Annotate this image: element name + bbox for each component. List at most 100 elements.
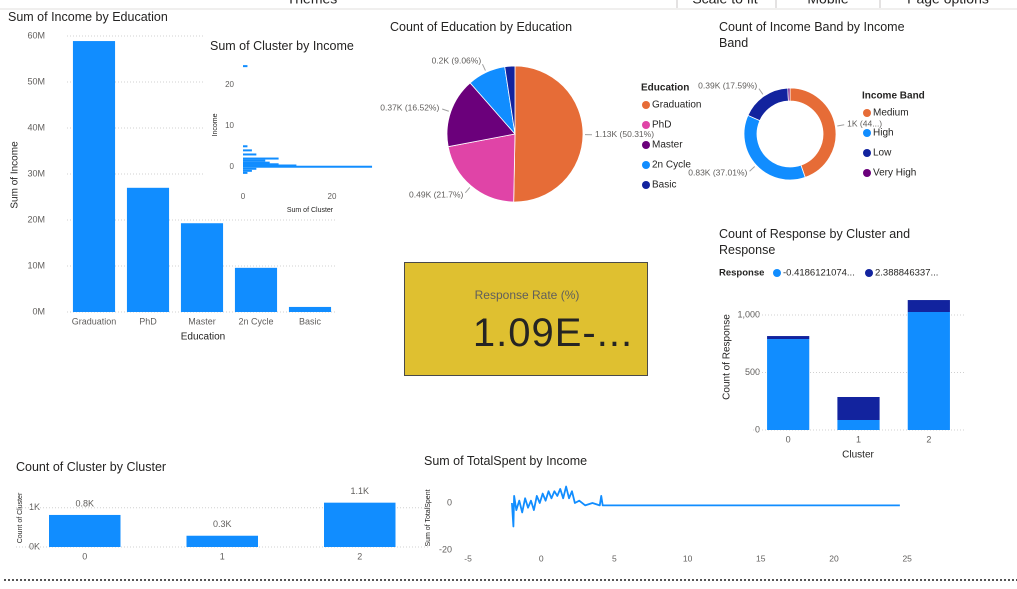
y-tick-label: 20: [225, 80, 234, 89]
y-tick-label: 60M: [27, 30, 45, 40]
x-tick-label: PhD: [139, 316, 157, 326]
x-tick-label: Basic: [299, 316, 322, 326]
legend-label: 2n Cycle: [652, 160, 691, 171]
donut-slice: [747, 87, 789, 122]
bar: [324, 502, 396, 547]
legend-label: Medium: [873, 108, 909, 119]
legend-title: Response: [719, 268, 764, 279]
bar: [243, 65, 248, 68]
y-axis-title: Income: [212, 113, 219, 136]
legend-marker: [863, 129, 871, 137]
y-axis-title: Count of Cluster: [17, 492, 24, 543]
x-tick-label: 1: [220, 551, 225, 561]
legend-marker: [642, 141, 650, 149]
y-tick-label: 40M: [27, 122, 45, 132]
pie-slice: [447, 133, 516, 203]
legend-title: Education: [641, 83, 689, 94]
data-label: 1K (44...): [847, 119, 882, 129]
x-tick-label: 0: [786, 434, 791, 444]
toolbar-item[interactable]: Page options: [907, 0, 989, 7]
y-tick-label: 0K: [29, 541, 40, 551]
legend-title: Income Band: [862, 91, 925, 102]
bar: [180, 223, 224, 312]
x-tick-label: 0: [539, 553, 544, 563]
legend-label: Graduation: [652, 100, 701, 111]
card-value: 1.09E-...: [472, 311, 634, 355]
y-tick-label: 0: [230, 162, 235, 171]
x-tick-label: 2: [357, 551, 362, 561]
leader-line: [749, 166, 756, 172]
x-tick-label: Master: [188, 316, 216, 326]
x-tick-label: 20: [328, 192, 337, 201]
bar-segment: [767, 339, 810, 430]
legend-marker: [865, 269, 873, 277]
x-tick-label: 0: [241, 192, 246, 201]
bar: [126, 187, 170, 312]
y-tick-label: 1K: [29, 502, 40, 512]
chart-title: Count of Income Band by Income Band: [719, 20, 905, 50]
legend-marker: [642, 181, 650, 189]
x-axis-title: Sum of Cluster: [287, 207, 334, 214]
bar: [243, 161, 270, 164]
bar: [72, 41, 116, 313]
legend-label: -0.4186121074...: [783, 268, 855, 279]
x-tick-label: 1: [856, 434, 861, 444]
legend-marker: [863, 169, 871, 177]
chart-title: Sum of Income by Education: [8, 10, 168, 24]
bar: [243, 153, 257, 156]
data-label: 1.13K (50.31%): [595, 129, 654, 139]
legend-label: 2.388846337...: [875, 268, 938, 279]
line-series: [511, 485, 900, 528]
x-axis-title: Education: [181, 332, 225, 343]
x-tick-label: Graduation: [72, 316, 117, 326]
bar: [243, 145, 248, 148]
y-tick-label: -20: [439, 544, 452, 554]
y-axis-title: Sum of TotalSpent: [425, 489, 432, 546]
bar: [243, 169, 252, 172]
bar: [243, 157, 279, 160]
y-tick-label: 10: [225, 121, 234, 130]
legend-marker: [863, 109, 871, 117]
y-axis-title: Count of Response: [722, 314, 733, 400]
toolbar-item[interactable]: Scale to fit: [692, 0, 757, 7]
y-tick-label: 10M: [27, 260, 45, 270]
x-tick-label: 25: [902, 553, 912, 563]
bar-segment: [837, 396, 880, 420]
data-label: 0.83K (37.01%): [688, 168, 747, 178]
y-tick-label: 20M: [27, 214, 45, 224]
bar: [243, 167, 257, 170]
legend-label: Low: [873, 148, 892, 159]
data-label: 0.37K (16.52%): [380, 102, 439, 112]
y-tick-label: 0: [447, 497, 452, 507]
bar: [186, 535, 258, 547]
toolbar-item[interactable]: Mobile: [807, 0, 848, 7]
chart-title: Count of Education by Education: [390, 20, 573, 34]
bar-segment: [767, 336, 810, 340]
legend-label: Master: [652, 140, 683, 151]
bar: [243, 159, 266, 162]
leader-line: [482, 63, 486, 71]
x-axis-title: Cluster: [842, 450, 874, 461]
chart-title: Count of Cluster by Cluster: [16, 460, 167, 474]
legend-marker: [863, 149, 871, 157]
bar: [243, 163, 279, 166]
bar-segment: [837, 419, 880, 430]
legend-label: High: [873, 128, 894, 139]
pie-slice: [446, 82, 516, 148]
leader-line: [442, 108, 449, 112]
leader-line: [464, 187, 471, 194]
card-label: Response Rate (%): [474, 288, 580, 302]
toolbar-item[interactable]: Themes: [287, 0, 338, 7]
data-label: 0.2K (9.06%): [432, 56, 482, 66]
pie-slice: [504, 65, 516, 135]
legend-marker: [642, 161, 650, 169]
bar: [49, 514, 121, 547]
chart-title: Count of Response by Cluster and Respons…: [719, 227, 911, 257]
y-tick-label: 500: [745, 367, 760, 377]
x-tick-label: 5: [612, 553, 617, 563]
data-label: 0.8K: [75, 498, 94, 508]
bar-segment: [907, 300, 950, 313]
bar: [243, 164, 297, 167]
chart-title: Sum of Cluster by Income: [210, 39, 354, 53]
